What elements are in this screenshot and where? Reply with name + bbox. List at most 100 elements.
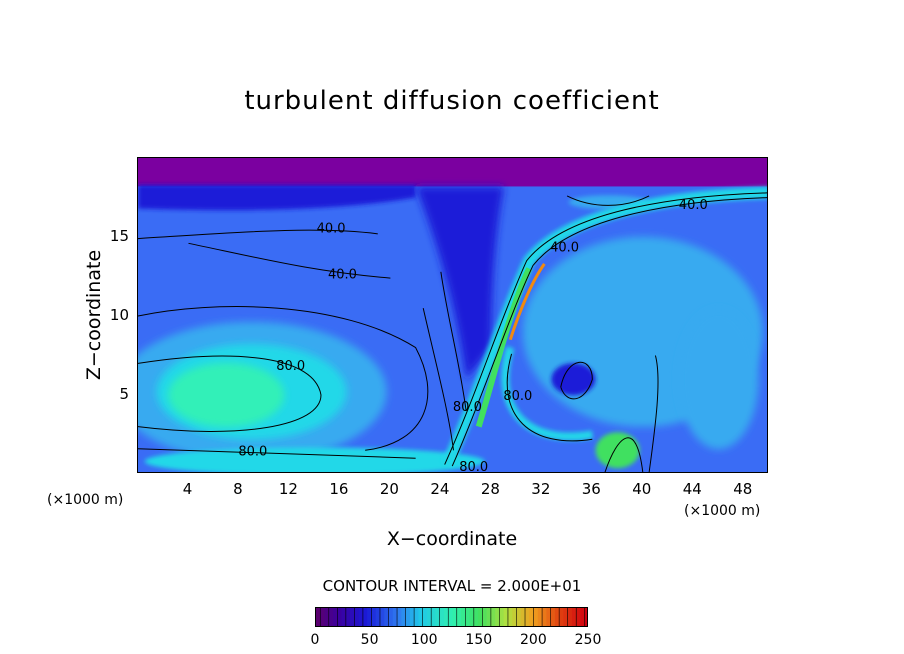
contour-line-8 (506, 353, 593, 442)
diffusion-field: 40.0 40.0 80.0 80.0 80.0 40.0 40.0 80.0 80.0 (138, 158, 767, 473)
x-tick-label: 24 (430, 480, 450, 498)
x-tick-label: 16 (329, 480, 349, 498)
colorbar-segment (384, 608, 390, 626)
colorbar-segment (431, 608, 436, 626)
colorbar-tick-label: 50 (360, 632, 379, 648)
contour-label-5: 80.0 (459, 460, 488, 473)
x-tick-label: 36 (581, 480, 601, 498)
colorbar-segment (580, 608, 586, 626)
colorbar-segment (533, 608, 539, 626)
bottom-band (144, 447, 485, 472)
colorbar-segment (499, 608, 505, 626)
contour-line-7 (451, 197, 767, 467)
colorbar-segment (350, 608, 355, 626)
contour-line-1 (138, 229, 378, 240)
contour-label-6: 40.0 (550, 241, 579, 256)
colorbar-segment (362, 608, 368, 626)
frontal-core (475, 267, 532, 428)
hook-zone (501, 346, 594, 441)
colorbar-segment (550, 608, 556, 626)
colorbar-segment (341, 608, 347, 626)
colorbar-segment (567, 608, 573, 626)
colorbar-segment (490, 608, 496, 626)
x-tick-label: 20 (379, 480, 399, 498)
colorbar-segment (486, 608, 492, 626)
contour-line-4 (138, 355, 322, 432)
contour-label-8: 80.0 (453, 400, 482, 415)
y-axis-label: Z−coordinate (83, 249, 105, 381)
colorbar-segment (512, 608, 517, 626)
contour-label-2: 40.0 (328, 267, 357, 282)
colorbar-segment (418, 608, 424, 626)
contour-line-6 (444, 192, 767, 465)
colorbar-tick-label: 0 (310, 632, 320, 648)
colorbar-segment (525, 608, 530, 626)
colorbar-segment (405, 608, 411, 626)
x-tick-label: 28 (480, 480, 500, 498)
colorbar-segment (473, 608, 479, 626)
x-tick-label: 40 (632, 480, 652, 498)
right-eddy-core (551, 363, 596, 396)
x-tick-label: 8 (233, 480, 243, 498)
colorbar-segment (392, 608, 398, 626)
colorbar-segment (320, 608, 326, 626)
colorbar-segment (576, 608, 581, 626)
central-downdraft (415, 186, 504, 380)
colorbar-segment (426, 608, 432, 626)
colorbar-segment (520, 608, 526, 626)
x-unit-label-left: (×1000 m) (47, 492, 124, 508)
contour-line-5 (138, 448, 416, 459)
colorbar-segment (452, 608, 458, 626)
colorbar-segment (554, 608, 560, 626)
colorbar-segment (439, 608, 445, 626)
upper-layer-region (138, 158, 767, 187)
contour-label-1: 40.0 (317, 222, 346, 237)
colorbar-segment (388, 608, 394, 626)
x-tick-label: 12 (278, 480, 298, 498)
right-bottom-plume (595, 432, 640, 469)
colorbar-segment (537, 608, 543, 626)
contour-line-10 (440, 271, 467, 411)
y-tick-label: 10 (109, 306, 129, 324)
colorbar-segment (354, 608, 360, 626)
contour-line-11 (560, 361, 593, 400)
x-axis-label: X−coordinate (386, 528, 518, 550)
contour-interval-label: CONTOUR INTERVAL = 2.000E+01 (322, 577, 582, 595)
x-tick-label: 48 (733, 480, 753, 498)
y-tick-label: 5 (119, 385, 129, 403)
contour-label-7: 40.0 (679, 198, 708, 213)
contour-line-2 (188, 242, 391, 279)
colorbar-tick-label: 200 (520, 632, 547, 648)
colorbar-segment (546, 608, 552, 626)
colorbar-segment (571, 608, 577, 626)
colorbar-segment (563, 608, 569, 626)
contour-line-3 (138, 306, 429, 451)
colorbar-segment (328, 608, 334, 626)
colorbar-segment (503, 608, 509, 626)
contour-line-12 (604, 437, 644, 472)
right-edge-region (678, 309, 759, 450)
colorbar-segment (422, 608, 428, 626)
colorbar-segment (516, 608, 522, 626)
contour-line-14 (566, 195, 650, 206)
colorbar-segment (482, 608, 488, 626)
colorbar-segment (414, 608, 419, 626)
colorbar-segment (371, 608, 377, 626)
colorbar-segment (456, 608, 462, 626)
chart-title: turbulent diffusion coefficient (244, 86, 660, 116)
colorbar-segment (435, 608, 441, 626)
colorbar-segment (461, 608, 466, 626)
y-tick-label: 15 (109, 227, 129, 245)
left-upper-band (138, 184, 416, 211)
colorbar-segment (358, 608, 364, 626)
colorbar-segment (345, 608, 351, 626)
x-unit-label-right: (×1000 m) (684, 503, 761, 519)
colorbar-segment (367, 608, 372, 626)
colorbar-segment (443, 608, 449, 626)
colorbar-segment (584, 608, 587, 626)
x-tick-label: 32 (531, 480, 551, 498)
left-eddy-core (168, 363, 285, 427)
x-tick-label: 4 (182, 480, 193, 498)
colorbar (315, 607, 588, 627)
contour-label-4: 80.0 (238, 444, 267, 459)
